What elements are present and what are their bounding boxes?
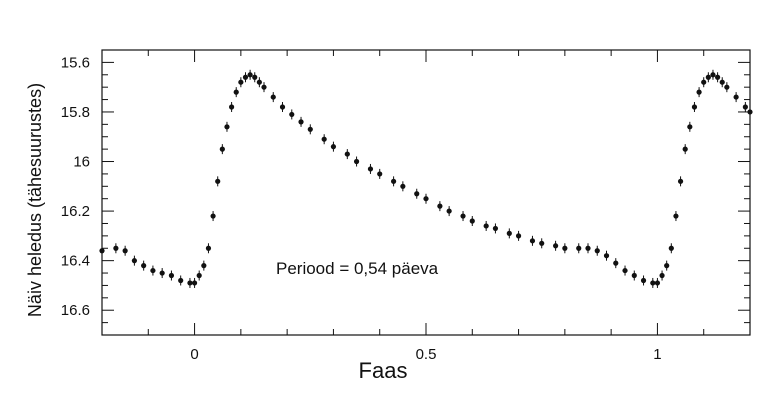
axis-ticks [101,49,751,336]
y-tick-label: 15.8 [61,104,90,121]
data-point [330,144,337,150]
data-point [446,208,452,214]
x-tick-label: 0 [190,346,198,363]
data-point [515,233,522,239]
data-point [687,124,693,130]
data-point [168,272,175,279]
data-point [219,146,225,152]
data-point [747,109,753,115]
data-point [742,104,748,110]
data-point [141,263,147,269]
data-point [705,74,711,80]
data-point [122,248,128,254]
data-point [252,74,258,80]
data-point [238,79,244,85]
data-point [270,94,276,100]
data-point [344,151,350,157]
plot-frame [101,49,751,336]
data-point [719,79,725,85]
data-point [640,277,647,284]
data-point [224,124,230,130]
data-point [437,203,443,209]
data-point [321,136,327,142]
data-point [506,230,512,236]
data-point [460,213,466,219]
data-point [215,178,221,184]
data-point [377,171,383,177]
data-point [159,270,165,276]
data-point [229,104,235,110]
data-point [247,72,253,78]
data-point [99,248,105,254]
data-point [613,260,619,266]
data-point [233,89,239,95]
data-point [400,183,406,189]
x-tick-label: 1 [653,346,661,363]
data-point [529,238,536,244]
data-point [677,178,684,184]
data-point [594,248,600,254]
data-point [414,191,420,197]
data-point [691,104,698,110]
data-point [668,245,674,251]
data-point [710,72,716,78]
data-point [585,245,591,251]
data-point [289,111,295,118]
y-tick-label: 15.6 [61,54,90,71]
data-point [715,74,721,80]
y-tick-label: 16.2 [61,203,90,220]
data-point [391,178,397,184]
data-point [724,84,730,90]
y-tick-labels: 15.6 15.8 16 16.2 16.4 16.6 [61,54,90,319]
data-point [654,280,661,286]
data-point [576,245,582,251]
y-tick-label: 16.6 [61,302,90,319]
data-point [113,245,119,251]
data-point [367,166,374,172]
data-point [664,263,670,269]
data-point [492,225,499,232]
data-point [701,79,707,85]
data-point [261,84,267,90]
data-point [205,245,212,251]
y-tick-label: 16.4 [61,253,90,270]
data-point [187,280,193,286]
data-point [562,245,568,251]
data-point [650,280,656,286]
data-point [553,243,559,249]
data-point [242,74,249,80]
data-point [483,223,489,229]
data-point [307,126,313,132]
data-point [178,277,184,284]
data-point [256,79,262,85]
data-point [201,263,207,269]
data-point [298,119,304,125]
data-point [682,146,688,152]
data-point [196,272,202,279]
data-points [99,69,753,288]
y-axis-label: Näiv heledus (tähesuurustes) [25,83,45,317]
data-point [131,258,137,264]
data-point [622,267,628,274]
data-point [659,272,665,279]
data-point [353,158,360,165]
data-point [191,280,198,286]
data-point [631,272,637,279]
data-point [469,218,475,224]
data-point [423,196,429,202]
data-point [279,104,286,110]
data-point [673,213,679,219]
data-point [210,213,216,219]
data-point [696,89,702,95]
x-tick-label: 0.5 [416,346,437,363]
data-point [150,267,156,274]
data-point [733,94,739,100]
data-point [539,240,545,246]
data-point [603,253,610,259]
x-tick-labels: 0 0.5 1 [190,346,661,363]
period-annotation: Periood = 0,54 päeva [276,259,439,278]
y-tick-label: 16 [73,154,90,171]
x-axis-label: Faas [359,358,408,383]
